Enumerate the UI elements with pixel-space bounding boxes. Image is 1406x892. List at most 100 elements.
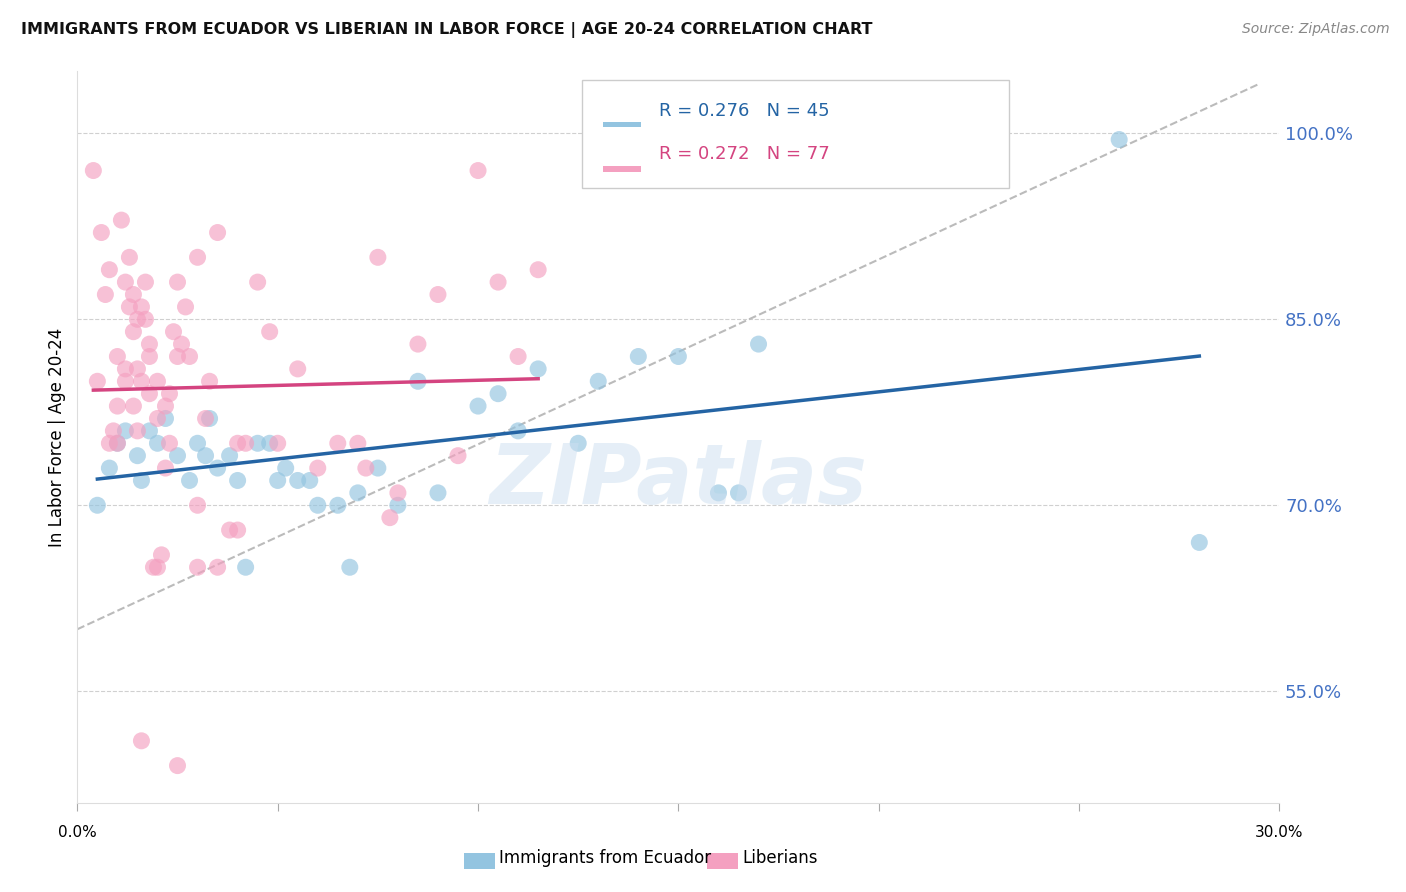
Point (166, 350, 188, 364)
Point (114, 362, 136, 376)
Point (138, 337, 160, 351)
Text: IMMIGRANTS FROM ECUADOR VS LIBERIAN IN LABOR FORCE | AGE 20-24 CORRELATION CHART: IMMIGRANTS FROM ECUADOR VS LIBERIAN IN L… (21, 22, 873, 38)
Point (131, 374, 153, 388)
Point (150, 548, 173, 562)
Point (107, 436, 129, 450)
Point (94, 287, 117, 301)
Point (378, 510, 401, 524)
Point (298, 474, 321, 488)
Point (146, 411, 169, 425)
Point (166, 275, 188, 289)
Point (226, 523, 249, 537)
Point (131, 474, 153, 488)
Point (287, 474, 309, 488)
Point (447, 449, 470, 463)
Point (179, 474, 201, 488)
Point (155, 461, 177, 475)
Point (235, 560, 257, 574)
Point (246, 436, 269, 450)
Text: Liberians: Liberians (742, 849, 818, 867)
Point (267, 474, 290, 488)
Point (114, 275, 136, 289)
Point (326, 436, 349, 450)
Point (1108, 132, 1130, 146)
Point (138, 350, 160, 364)
Point (127, 449, 149, 463)
Point (486, 275, 509, 289)
Point (207, 560, 229, 574)
Point (527, 262, 550, 277)
Point (114, 374, 136, 388)
Point (246, 275, 269, 289)
Point (166, 758, 188, 772)
Point (259, 325, 281, 339)
Point (155, 411, 177, 425)
Point (122, 325, 145, 339)
Point (406, 337, 429, 351)
Point (187, 560, 209, 574)
Point (326, 498, 349, 512)
Point (146, 374, 169, 388)
Point (159, 436, 181, 450)
Point (307, 498, 329, 512)
Point (90, 226, 112, 240)
Point (162, 325, 184, 339)
Point (146, 436, 169, 450)
Point (159, 386, 181, 401)
Text: Source: ZipAtlas.com: Source: ZipAtlas.com (1241, 22, 1389, 37)
Point (107, 399, 129, 413)
Point (567, 436, 589, 450)
Point (218, 523, 240, 537)
Point (131, 734, 153, 748)
Point (194, 449, 217, 463)
Point (267, 436, 290, 450)
Point (187, 250, 209, 264)
Point (138, 424, 160, 438)
Point (107, 350, 129, 364)
Point (274, 461, 297, 475)
Point (155, 399, 177, 413)
Point (122, 287, 145, 301)
Point (1188, 535, 1211, 549)
Point (588, 374, 610, 388)
Text: R = 0.272   N = 77: R = 0.272 N = 77 (659, 145, 830, 163)
Point (170, 337, 193, 351)
Point (187, 498, 209, 512)
Point (287, 362, 309, 376)
Point (146, 560, 169, 574)
Text: Immigrants from Ecuador: Immigrants from Ecuador (499, 849, 711, 867)
Point (198, 411, 221, 425)
Point (131, 300, 153, 314)
Point (98, 436, 121, 450)
Point (174, 300, 197, 314)
Point (387, 498, 409, 512)
Point (707, 486, 730, 500)
Point (194, 411, 217, 425)
Point (259, 436, 281, 450)
Point (427, 287, 450, 301)
Point (82, 163, 104, 178)
Point (467, 163, 489, 178)
Point (427, 486, 450, 500)
Bar (603, 167, 641, 171)
Point (226, 436, 249, 450)
Point (387, 486, 409, 500)
Text: R = 0.276   N = 45: R = 0.276 N = 45 (659, 102, 830, 120)
FancyBboxPatch shape (582, 80, 1010, 188)
Point (134, 312, 156, 326)
Point (110, 213, 132, 227)
Point (307, 461, 329, 475)
Point (354, 461, 377, 475)
Point (406, 374, 429, 388)
Point (207, 461, 229, 475)
Point (218, 449, 240, 463)
Point (114, 424, 136, 438)
Point (187, 436, 209, 450)
Point (142, 560, 165, 574)
Point (198, 374, 221, 388)
Point (118, 300, 141, 314)
Point (339, 560, 361, 574)
Point (118, 250, 141, 264)
Point (86, 374, 108, 388)
Point (138, 386, 160, 401)
